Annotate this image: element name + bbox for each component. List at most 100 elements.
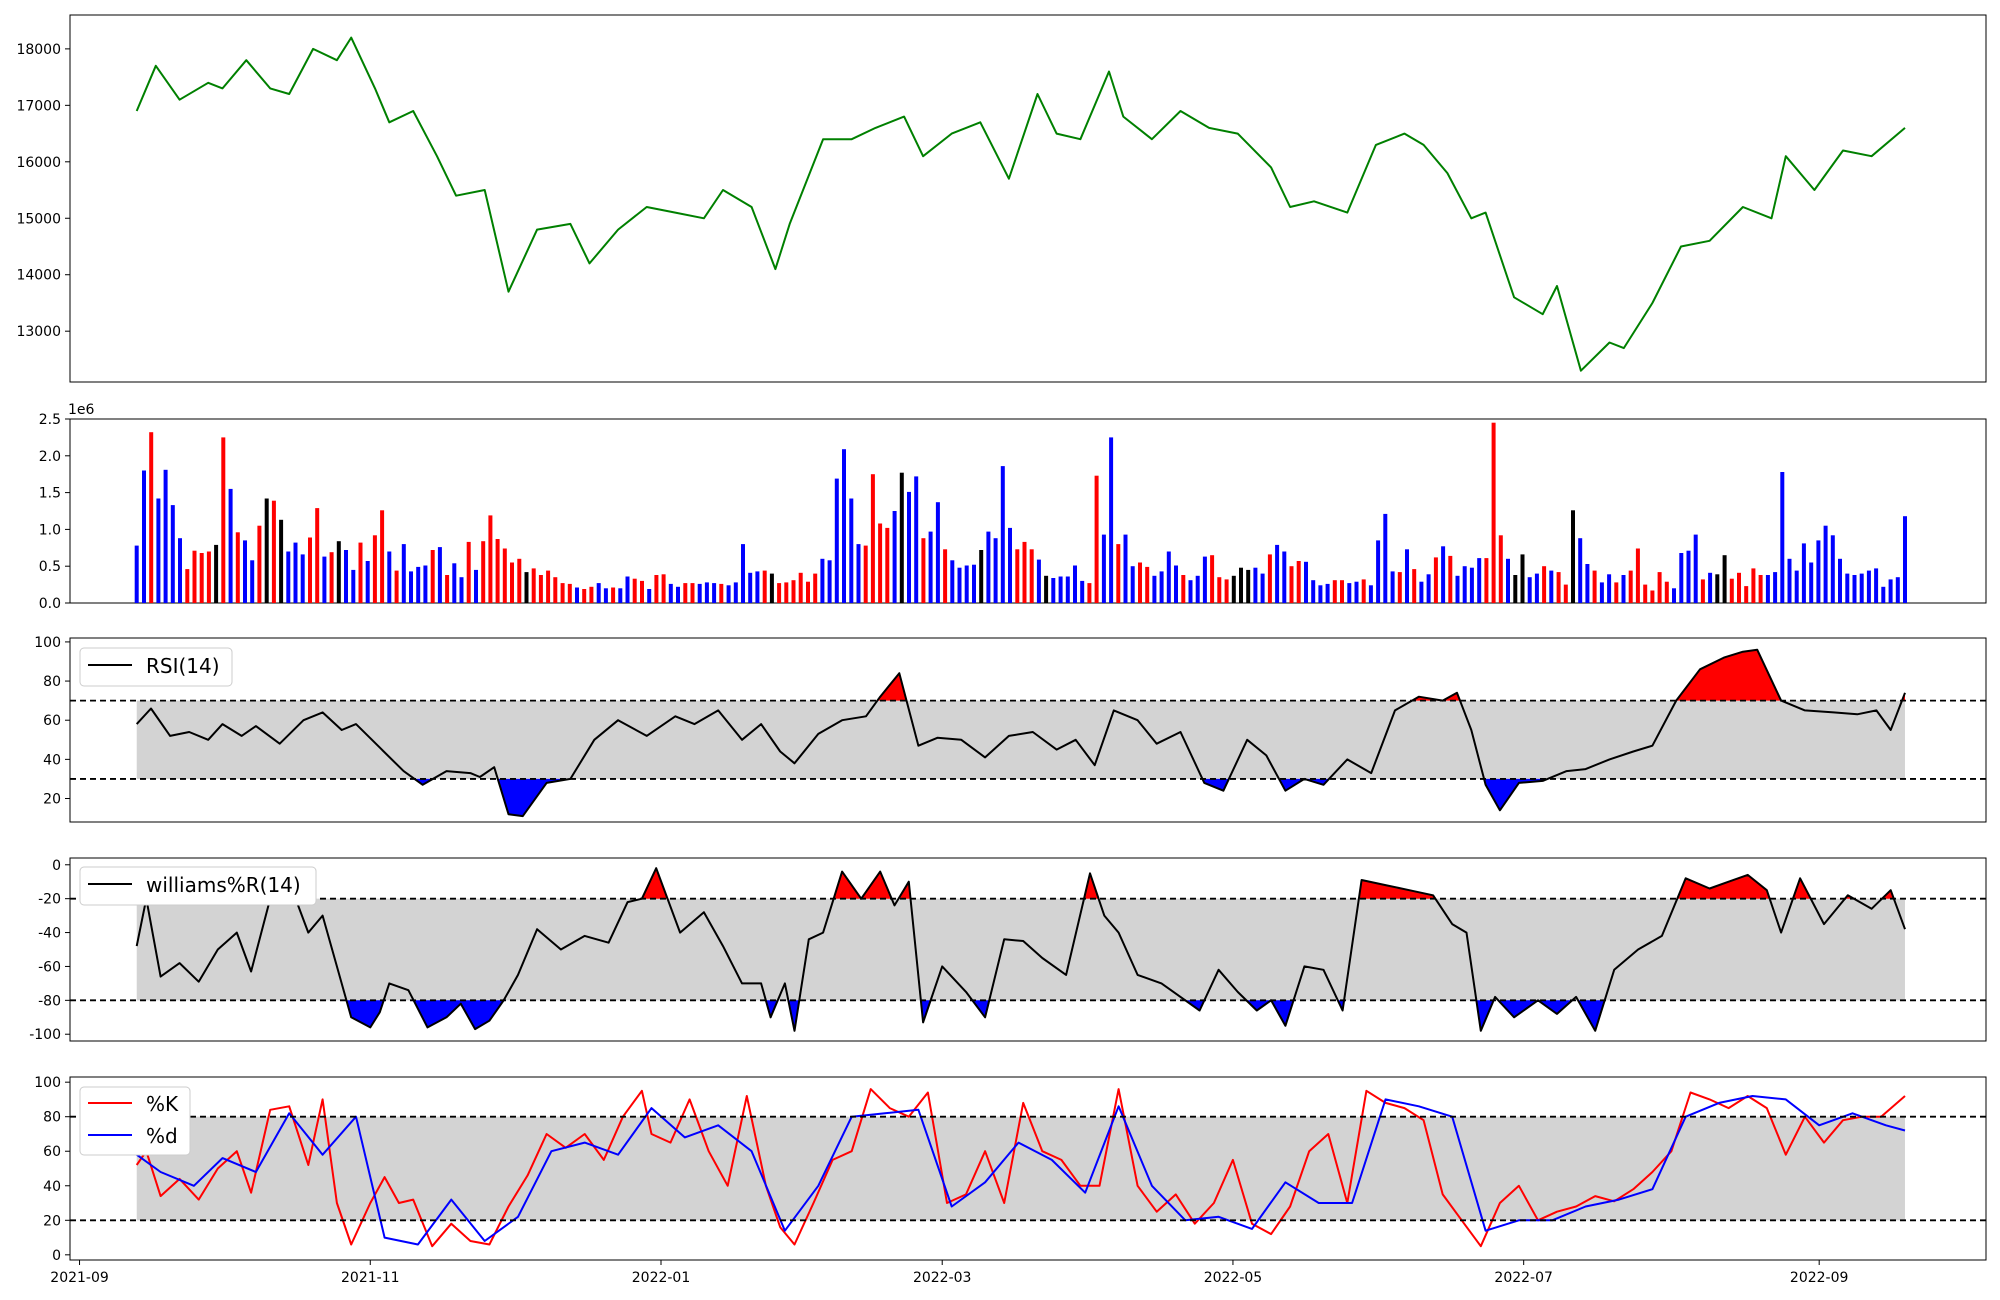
williams-ytick-label: -40 — [38, 926, 61, 942]
volume-bar — [668, 583, 673, 603]
volume-bar — [611, 587, 616, 603]
volume-bar — [1008, 527, 1012, 603]
volume-ytick-label: 1.5 — [39, 486, 61, 502]
rsi-ytick-label: 80 — [43, 674, 61, 690]
williams-ytick-label: -20 — [38, 892, 61, 908]
price-ytick-label: 13000 — [16, 324, 61, 340]
volume-bar — [466, 541, 471, 603]
volume-bar — [957, 567, 962, 603]
volume-bar — [235, 532, 240, 603]
volume-bar — [437, 547, 442, 603]
volume-bar — [315, 508, 320, 603]
volume-bar — [481, 541, 486, 603]
williams-frame — [69, 857, 1987, 1042]
volume-bar — [726, 585, 731, 603]
volume-bar — [1462, 566, 1467, 603]
volume-bar — [993, 538, 998, 603]
volume-bar — [885, 527, 890, 603]
volume-bar — [206, 551, 211, 603]
volume-bar — [293, 542, 298, 603]
volume-bar — [1231, 575, 1236, 603]
volume-bar — [1866, 570, 1871, 603]
volume-bar — [834, 478, 839, 603]
d-legend-label: %d — [146, 1124, 178, 1148]
volume-bar — [878, 523, 883, 603]
volume-bar — [264, 498, 269, 603]
volume-bar — [1520, 554, 1525, 603]
rsi-legend-box — [79, 647, 233, 687]
volume-ytick-label: 2.5 — [39, 412, 61, 428]
volume-bar — [1340, 580, 1344, 603]
volume-bar — [719, 583, 724, 603]
volume-bar — [1332, 580, 1337, 603]
stochastic-ytick-label: 40 — [43, 1179, 61, 1195]
volume-bar — [1426, 574, 1431, 603]
volume-bar — [474, 569, 478, 603]
volume-bar — [1491, 422, 1496, 603]
volume-bar — [1000, 466, 1005, 603]
volume-bar — [632, 578, 637, 603]
volume-bar — [1571, 510, 1575, 603]
volume-bar — [582, 589, 587, 603]
volume-bar — [1311, 580, 1316, 603]
volume-bar — [1888, 579, 1893, 603]
williams-overbought-fill — [270, 868, 1894, 899]
volume-bar — [1708, 572, 1713, 603]
stochastic-ytick-label: 60 — [43, 1144, 61, 1160]
volume-bar — [1073, 565, 1077, 603]
volume-bar — [1058, 576, 1063, 603]
volume-bar — [1065, 576, 1070, 603]
volume-bar — [683, 583, 688, 603]
volume-bar — [1672, 588, 1676, 603]
volume-bar — [1116, 544, 1121, 603]
rsi-legend: RSI(14) — [79, 647, 233, 687]
volume-bar — [1729, 578, 1734, 603]
volume-bar — [401, 544, 406, 603]
price-ytick-label: 16000 — [16, 155, 61, 171]
williams-legend: williams%R(14) — [79, 866, 317, 906]
rsi-ytick-label: 20 — [43, 792, 61, 808]
volume-bar — [1758, 575, 1763, 603]
williams-legend-box — [79, 866, 317, 906]
volume-ytick-label: 0.5 — [39, 559, 61, 575]
volume-bar — [769, 573, 774, 603]
volume-bar — [517, 558, 522, 603]
volume-bar — [1159, 571, 1164, 603]
volume-bar — [178, 538, 182, 603]
volume-bar — [791, 580, 796, 603]
williams-ytick-label: -60 — [38, 959, 61, 975]
volume-bar — [1744, 586, 1749, 603]
volume-bar — [423, 565, 428, 603]
volume-bar — [1592, 570, 1597, 603]
volume-bar — [524, 572, 529, 603]
volume-bar — [1621, 575, 1626, 603]
volume-bar — [279, 519, 284, 603]
volume-bar — [1542, 566, 1547, 603]
volume-bar — [1433, 557, 1438, 603]
volume-ytick-label: 0.0 — [39, 596, 61, 612]
volume-bar — [1224, 579, 1229, 603]
volume-bar — [192, 550, 197, 603]
rsi-overbought-fill — [877, 649, 1905, 701]
volume-bar — [1780, 472, 1785, 603]
volume-bar — [575, 587, 579, 603]
volume-bar — [488, 515, 493, 603]
volume-bar — [156, 498, 161, 603]
volume-bar — [1643, 584, 1648, 603]
volume-bar — [813, 573, 818, 603]
volume-bar — [1383, 513, 1388, 603]
williams-legend-label: williams%R(14) — [146, 873, 301, 897]
volume-bar — [510, 562, 514, 603]
volume-bar — [1195, 575, 1200, 603]
volume-bar — [163, 469, 168, 603]
volume-bar — [271, 500, 276, 603]
volume-bar — [596, 583, 601, 603]
volume-bar — [1715, 574, 1720, 603]
volume-bar — [979, 550, 984, 603]
volume-bar — [1506, 558, 1510, 603]
volume-bar — [603, 588, 608, 603]
volume-bar — [1015, 549, 1020, 603]
volume-bar — [149, 432, 154, 603]
k-legend-label: %K — [146, 1092, 179, 1116]
volume-bar — [452, 563, 457, 603]
